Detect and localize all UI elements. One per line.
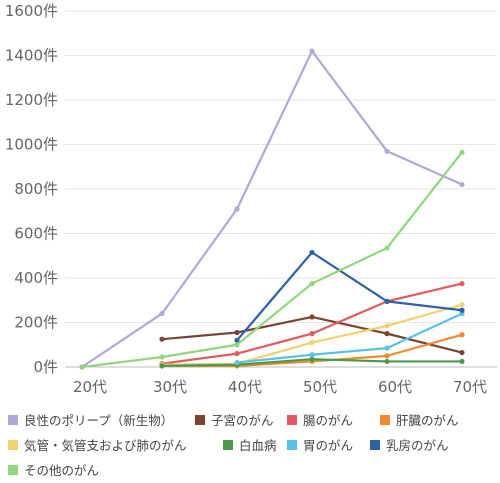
data-point bbox=[159, 363, 165, 369]
legend-label: 乳房のがん bbox=[386, 438, 449, 453]
series-line bbox=[235, 312, 464, 364]
data-point bbox=[309, 356, 315, 362]
data-point bbox=[309, 352, 315, 358]
data-point bbox=[459, 358, 465, 365]
series-line bbox=[160, 282, 464, 365]
legend-swatch bbox=[287, 415, 297, 425]
data-point bbox=[309, 280, 315, 287]
legend-swatch bbox=[287, 440, 297, 450]
series-8 bbox=[79, 149, 465, 370]
legend-label: 肝臓のがん bbox=[396, 413, 459, 428]
x-tick-label: 30代 bbox=[153, 378, 187, 396]
y-tick-label: 400件 bbox=[14, 269, 58, 287]
grid-lines bbox=[65, 10, 497, 368]
x-tick-label: 40代 bbox=[228, 378, 262, 396]
data-point bbox=[384, 358, 390, 365]
legend-swatch bbox=[195, 415, 205, 425]
legend-label: 気管・気管支および肺のがん bbox=[24, 438, 187, 453]
series-line bbox=[80, 151, 464, 369]
legend-label: 腸のがん bbox=[303, 413, 353, 428]
y-tick-label: 1600件 bbox=[5, 2, 58, 20]
legend-swatch bbox=[223, 440, 233, 450]
data-point bbox=[459, 181, 465, 188]
legend-label: 良性のポリープ（新生物） bbox=[24, 413, 173, 428]
data-point bbox=[459, 332, 465, 338]
data-point bbox=[309, 339, 315, 346]
y-tick-label: 800件 bbox=[14, 180, 58, 198]
data-point bbox=[459, 349, 465, 356]
legend-item: 良性のポリープ（新生物） bbox=[8, 413, 173, 428]
data-point bbox=[384, 353, 390, 359]
series-1 bbox=[159, 314, 465, 356]
legend-label: 子宮のがん bbox=[211, 413, 274, 428]
data-point bbox=[459, 280, 465, 287]
data-point bbox=[234, 342, 240, 348]
series-0 bbox=[79, 48, 465, 370]
y-tick-label: 200件 bbox=[14, 314, 58, 332]
legend-item: 肝臓のがん bbox=[380, 413, 459, 428]
data-point bbox=[234, 359, 240, 366]
data-point bbox=[459, 307, 465, 313]
series-line bbox=[80, 49, 464, 369]
legend-swatch bbox=[380, 415, 390, 425]
legend-swatch bbox=[8, 415, 18, 425]
legend-item: 気管・気管支および肺のがん bbox=[8, 438, 187, 453]
y-tick-label: 1400件 bbox=[5, 47, 58, 65]
data-point bbox=[309, 331, 315, 337]
y-tick-label: 1000件 bbox=[5, 136, 58, 154]
data-point bbox=[234, 329, 240, 336]
legend-swatch bbox=[370, 440, 380, 450]
data-point bbox=[309, 249, 315, 256]
legend-item: 白血病 bbox=[223, 438, 277, 453]
data-point bbox=[159, 336, 165, 342]
x-tick-label: 50代 bbox=[303, 378, 337, 396]
series-5 bbox=[159, 356, 465, 369]
data-point bbox=[384, 345, 390, 351]
x-axis-ticks: 20代 30代 40代 50代 60代 70代 bbox=[73, 378, 487, 396]
legend-label: 胃のがん bbox=[303, 438, 353, 453]
data-point bbox=[384, 148, 390, 154]
y-axis-ticks: 0件 200件 400件 600件 800件 1000件 1200件 1400件 1600件 bbox=[5, 2, 58, 376]
data-point bbox=[309, 48, 315, 54]
data-point bbox=[159, 311, 165, 317]
data-point bbox=[159, 354, 165, 360]
data-point bbox=[459, 149, 465, 155]
legend-swatch bbox=[8, 440, 18, 450]
data-point bbox=[234, 337, 240, 343]
series-group bbox=[79, 48, 465, 370]
x-tick-label: 60代 bbox=[378, 378, 412, 396]
data-point bbox=[384, 298, 390, 304]
legend-swatch bbox=[8, 465, 18, 475]
legend-item: その他のがん bbox=[8, 463, 99, 478]
data-point bbox=[234, 206, 240, 212]
data-point bbox=[309, 314, 315, 320]
y-tick-label: 600件 bbox=[14, 225, 58, 243]
legend-label: 白血病 bbox=[239, 438, 277, 453]
data-point bbox=[384, 331, 390, 337]
legend-label: その他のがん bbox=[24, 463, 99, 478]
legend-item: 腸のがん bbox=[287, 413, 353, 428]
data-point bbox=[234, 351, 240, 357]
x-tick-label: 70代 bbox=[453, 378, 487, 396]
data-point bbox=[384, 323, 390, 329]
legend-item: 乳房のがん bbox=[370, 438, 449, 453]
legend-item: 子宮のがん bbox=[195, 413, 274, 428]
series-7 bbox=[234, 249, 465, 343]
data-point bbox=[79, 364, 85, 370]
y-tick-label: 0件 bbox=[33, 358, 58, 376]
legend-item: 胃のがん bbox=[287, 438, 353, 453]
data-point bbox=[459, 302, 465, 308]
series-line bbox=[235, 251, 464, 342]
y-tick-label: 1200件 bbox=[5, 91, 58, 109]
data-point bbox=[384, 245, 390, 251]
x-tick-label: 20代 bbox=[73, 378, 107, 396]
